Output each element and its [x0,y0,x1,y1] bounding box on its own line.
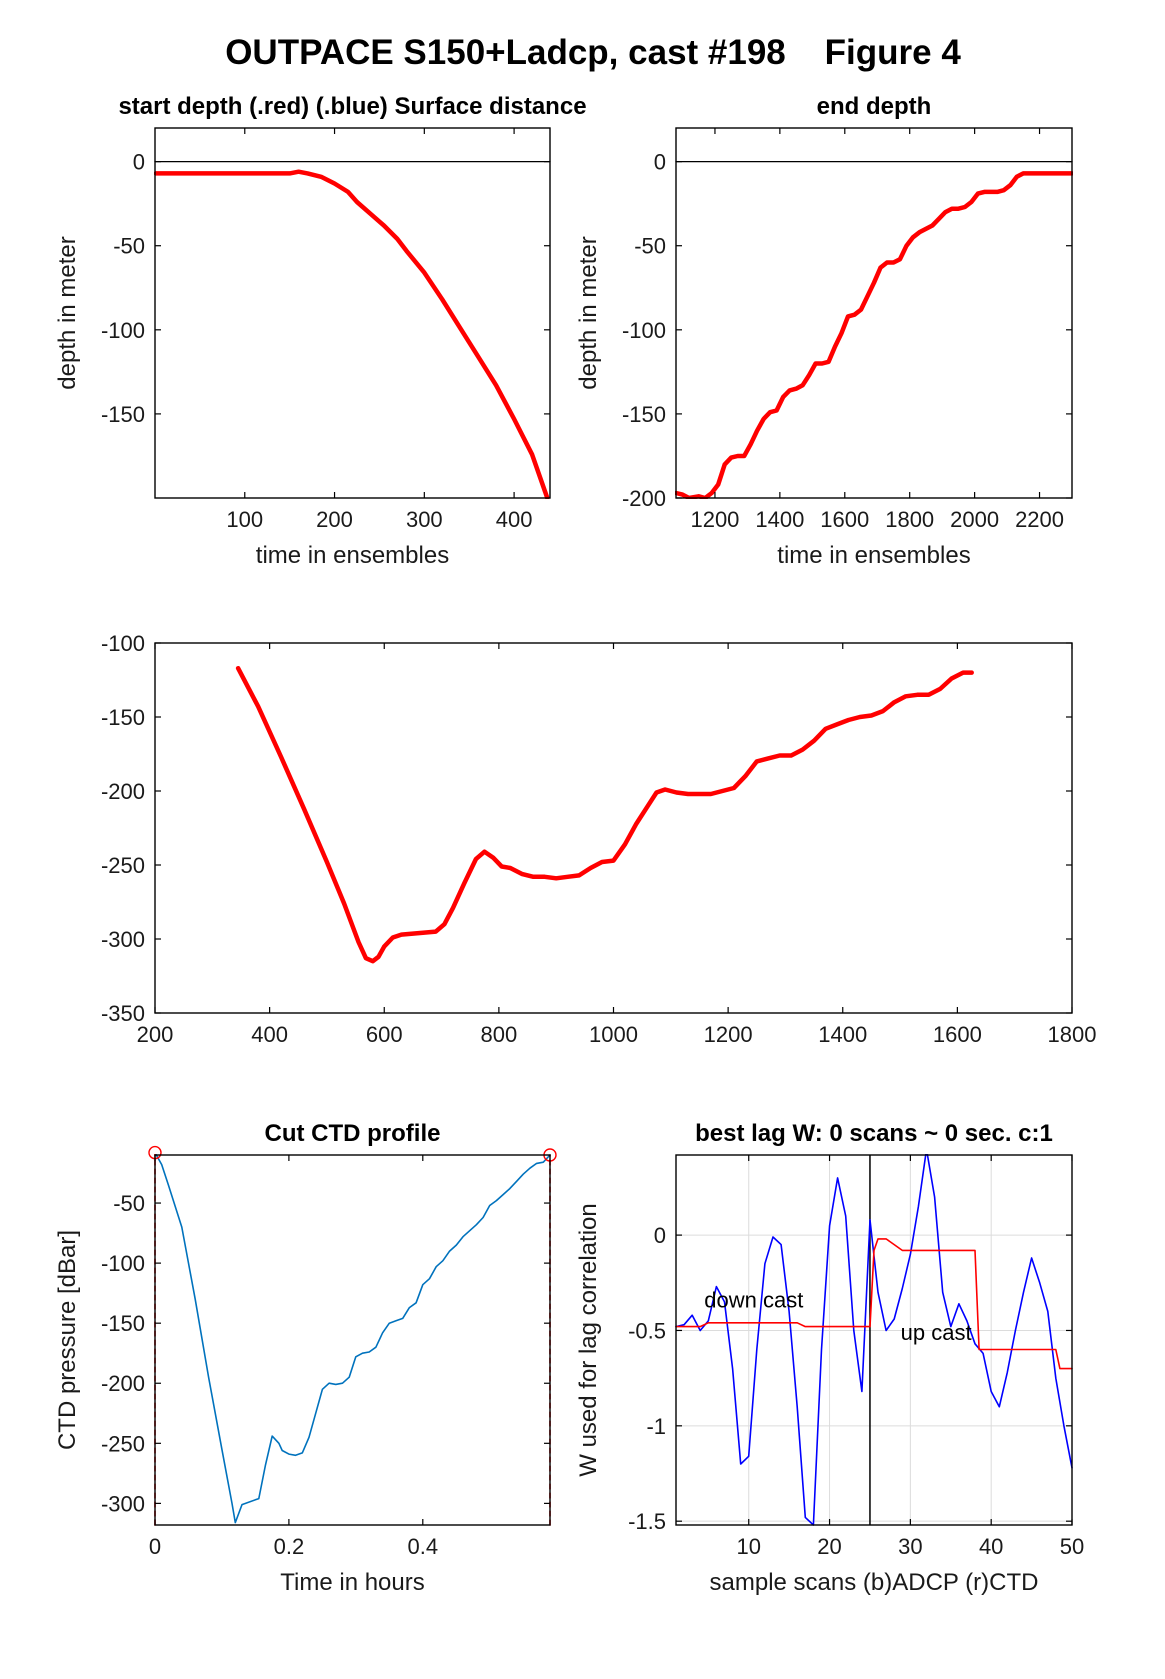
series-group [675,160,1073,499]
y-tick-label: -100 [622,318,666,343]
axes-box [675,127,1073,499]
panel-best-lag: 10 20 30 40 50 0 -0.5 -1 -1.5 best lag W: 0 scans… [575,1120,1084,1596]
chart-title: end depth [817,93,932,120]
y-tick-label: -50 [113,234,145,259]
x-tick-label: 1200 [690,507,739,532]
y-tick-label: -250 [101,1431,145,1456]
cast-annotation: up cast [901,1320,972,1345]
x-tick-label: 1400 [818,1022,867,1047]
x-tick-label: 2000 [950,507,999,532]
y-tick-label: 0 [654,150,666,175]
panel-depth-track: 200 400 600 800 1000 1200 1400 1600 1800 -100 -150… [101,631,1097,1047]
x-tick-label: 50 [1060,1534,1084,1559]
x-tick-label: 1600 [933,1022,982,1047]
x-tick-label: 0 [149,1534,161,1559]
chart-title: start depth (.red) (.blue) Surface dista… [118,93,586,120]
y-axis-label: depth in meter [575,236,602,389]
x-axis-label: time in ensembles [256,542,449,569]
x-tick-label: 40 [979,1534,1003,1559]
x-tick-label: 800 [481,1022,518,1047]
panel-start-depth: 100 200 300 400 0 -50 -100 -150 start depth (.re… [54,93,587,569]
x-tick-label: 400 [496,507,533,532]
x-tick-label: 200 [316,507,353,532]
y-tick-label: -1.5 [628,1509,666,1534]
x-tick-label: 1600 [820,507,869,532]
axes-box [675,1154,1073,1526]
y-axis-label: CTD pressure [dBar] [54,1230,81,1450]
axes-box [154,1154,551,1526]
series-line [235,665,974,964]
x-tick-label: 2200 [1015,507,1064,532]
y-tick-label: -150 [622,402,666,427]
x-axis-label: sample scans (b)ADCP (r)CTD [710,1569,1039,1596]
panel-end-depth: 1200 1400 1600 1800 2000 2200 0 -50 -100 -150 -200… [575,93,1073,569]
x-tick-label: 1200 [704,1022,753,1047]
x-tick-label: 300 [406,507,443,532]
y-tick-label: -150 [101,705,145,730]
y-tick-label: -350 [101,1001,145,1026]
y-tick-label: -50 [634,234,666,259]
x-tick-label: 600 [366,1022,403,1047]
x-tick-label: 1800 [885,507,934,532]
plot-area [155,643,1072,1013]
y-tick-label: -200 [622,486,666,511]
series-group [235,665,974,964]
plot-area [676,1155,1072,1525]
chart-title: best lag W: 0 scans ~ 0 sec. c:1 [695,1120,1053,1147]
plot-area [155,1155,550,1525]
y-tick-label: -100 [101,1251,145,1276]
series-line-ctd [675,1238,1073,1370]
y-tick-label: -200 [101,1371,145,1396]
chart-title: Cut CTD profile [265,1120,441,1147]
series-group [154,160,551,499]
x-tick-label: 200 [137,1022,174,1047]
x-tick-label: 400 [251,1022,288,1047]
x-axis-label: time in ensembles [777,542,970,569]
x-tick-label: 1400 [755,507,804,532]
series-line [154,169,550,499]
y-tick-label: -100 [101,631,145,656]
cast-annotation: down cast [704,1288,803,1313]
y-tick-label: -300 [101,1491,145,1516]
x-tick-label: 100 [226,507,263,532]
y-tick-label: -1 [646,1414,666,1439]
x-tick-label: 1000 [589,1022,638,1047]
x-tick-label: 30 [898,1534,922,1559]
x-tick-label: 20 [817,1534,841,1559]
y-tick-label: -250 [101,853,145,878]
x-tick-label: 1800 [1048,1022,1097,1047]
plot-area [155,128,550,498]
y-tick-label: -300 [101,927,145,952]
axes-box [154,127,551,499]
y-tick-label: 0 [133,150,145,175]
y-axis-label: W used for lag correlation [575,1203,602,1476]
series-line [675,171,1073,499]
series-line [154,1154,551,1524]
y-tick-label: -200 [101,779,145,804]
figure-title: OUTPACE S150+Ladcp, cast #198 Figure 4 [225,33,961,72]
panel-cut-ctd-profile: 0 0.2 0.4 -50 -100 -150 -200 -250 -300 Cut CTD pr… [54,1120,557,1596]
x-axis-label: Time in hours [280,1569,425,1596]
y-tick-label: -50 [113,1191,145,1216]
series-group [675,1154,1073,1526]
x-tick-label: 0.2 [274,1534,305,1559]
y-tick-label: 0 [654,1223,666,1248]
y-axis-label: depth in meter [54,236,81,389]
y-tick-label: -0.5 [628,1318,666,1343]
x-tick-label: 0.4 [407,1534,438,1559]
y-tick-label: -100 [101,318,145,343]
x-tick-label: 10 [736,1534,760,1559]
y-tick-label: -150 [101,1311,145,1336]
y-tick-label: -150 [101,402,145,427]
